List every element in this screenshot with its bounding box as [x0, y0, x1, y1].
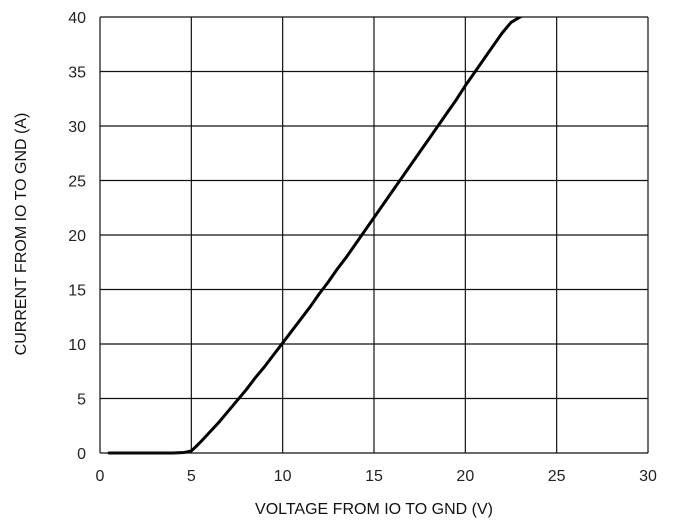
x-tick-label: 0 [96, 468, 105, 485]
x-axis-label: VOLTAGE FROM IO TO GND (V) [255, 501, 493, 518]
label-layer: VOLTAGE FROM IO TO GND (V) CURRENT FROM … [13, 10, 657, 518]
y-tick-label: 10 [68, 337, 86, 354]
series-layer [107, 17, 523, 455]
y-tick-label: 20 [68, 228, 86, 245]
y-tick-label: 0 [77, 446, 86, 463]
x-tick-label: 20 [456, 468, 474, 485]
x-tick-label: 10 [274, 468, 292, 485]
x-tick-label: 30 [639, 468, 657, 485]
y-tick-label: 15 [68, 283, 86, 300]
x-tick-label: 5 [187, 468, 196, 485]
grid-layer [100, 16, 649, 453]
axis-layer [99, 17, 648, 454]
y-tick-label: 35 [68, 65, 86, 82]
x-tick-label: 15 [365, 468, 383, 485]
y-axis-label: CURRENT FROM IO TO GND (A) [13, 113, 30, 356]
x-tick-label: 25 [548, 468, 566, 485]
y-tick-label: 25 [68, 174, 86, 191]
y-tick-label: 5 [77, 392, 86, 409]
y-tick-label: 30 [68, 119, 86, 136]
series-line [107, 17, 523, 455]
y-tick-label: 40 [68, 10, 86, 27]
